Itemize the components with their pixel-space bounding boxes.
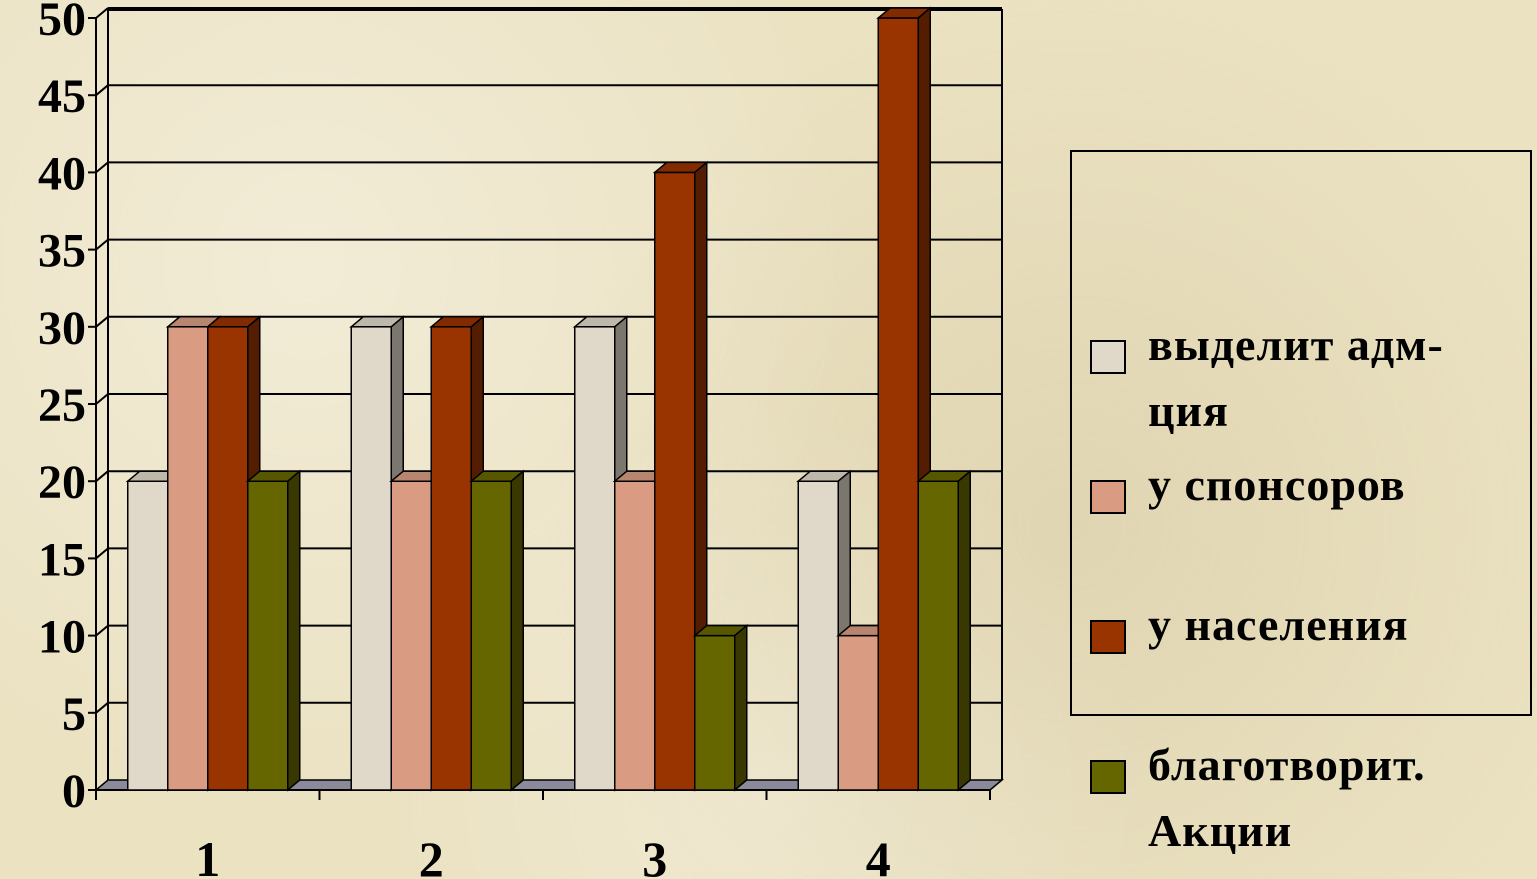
y-tick-label: 50 xyxy=(38,0,86,46)
x-tick-label: 4 xyxy=(866,831,891,879)
bar xyxy=(167,326,209,791)
y-tick-label: 40 xyxy=(38,147,86,200)
legend: выделит адм- ция у спонсоров у населения… xyxy=(1070,150,1532,856)
y-tick-label: 10 xyxy=(38,611,86,664)
legend-label-charity-line1: благотворит. xyxy=(1148,739,1426,790)
legend-label-administration: выделит адм- ция xyxy=(1148,312,1528,444)
bar xyxy=(837,634,879,791)
y-tick-label: 30 xyxy=(38,302,86,355)
gridline-side xyxy=(95,316,109,328)
bar-side xyxy=(734,623,748,792)
bar xyxy=(207,326,249,791)
y-tick-label: 25 xyxy=(38,379,86,432)
bar xyxy=(430,326,472,791)
gridline-side xyxy=(95,547,109,560)
bar xyxy=(470,480,512,791)
y-tick-label: 15 xyxy=(38,533,86,586)
bar-side xyxy=(287,469,301,792)
gridline-side xyxy=(95,238,109,251)
legend-swatch-administration xyxy=(1090,340,1126,374)
legend-label-population-line1: у населения xyxy=(1148,599,1409,650)
bar xyxy=(390,480,432,791)
bar xyxy=(247,480,289,791)
legend-swatch-population xyxy=(1090,620,1126,654)
bar xyxy=(127,480,169,791)
gridline-side xyxy=(95,702,109,714)
legend-label-administration-line2: ция xyxy=(1148,385,1229,436)
legend-label-charity: благотворит. Акции xyxy=(1148,732,1528,864)
x-tick-label: 3 xyxy=(642,831,667,879)
bar xyxy=(350,326,392,791)
gridline-side xyxy=(95,470,109,482)
gridline-side xyxy=(95,624,109,637)
bar-side xyxy=(510,469,524,792)
gridline-side xyxy=(95,84,109,96)
bar xyxy=(877,17,919,791)
x-tick-label: 1 xyxy=(195,831,220,879)
gridline-side xyxy=(95,7,109,19)
y-tick-label: 45 xyxy=(38,70,86,123)
bar xyxy=(614,480,656,791)
legend-label-administration-line1: выделит адм- xyxy=(1148,319,1444,370)
legend-swatch-sponsors xyxy=(1090,480,1126,514)
bar xyxy=(654,171,696,791)
bar xyxy=(574,326,616,791)
gridline-side xyxy=(95,393,109,405)
bar xyxy=(797,480,839,791)
legend-label-sponsors-line1: у спонсоров xyxy=(1148,459,1406,510)
legend-label-sponsors: у спонсоров xyxy=(1148,452,1528,518)
legend-label-charity-line2: Акции xyxy=(1148,805,1293,856)
y-tick-label: 35 xyxy=(38,225,86,278)
bar xyxy=(917,480,959,791)
y-tick-label: 0 xyxy=(62,765,86,818)
gridline-side xyxy=(95,161,109,174)
bar xyxy=(694,634,736,791)
legend-label-population: у населения xyxy=(1148,592,1528,658)
x-tick-label: 2 xyxy=(419,831,444,879)
y-tick-label: 20 xyxy=(38,456,86,509)
bar-side xyxy=(957,469,971,792)
y-tick-label: 5 xyxy=(62,688,86,741)
legend-swatch-charity xyxy=(1090,760,1126,794)
